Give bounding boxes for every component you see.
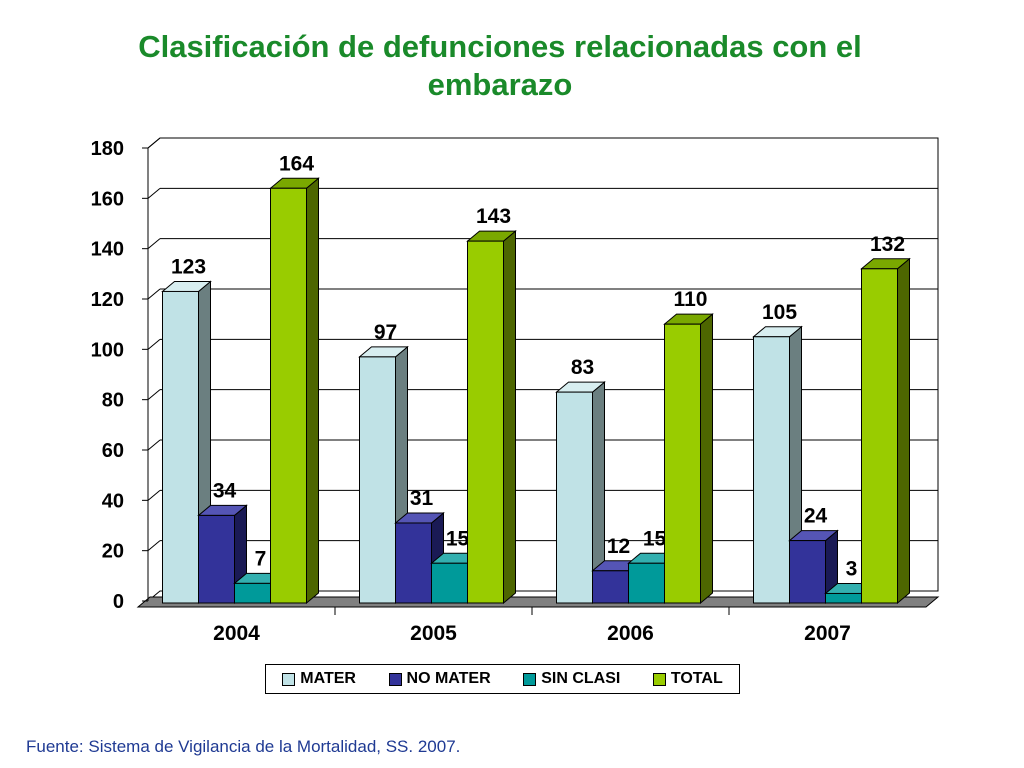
gridline-diagonal xyxy=(147,238,161,250)
gridline-diagonal xyxy=(147,288,161,300)
x-tick-label: 2005 xyxy=(410,622,457,645)
legend-swatch xyxy=(523,672,537,686)
data-label: 105 xyxy=(762,301,797,324)
data-label: 15 xyxy=(446,527,470,550)
bar xyxy=(789,540,826,604)
y-tick-label: 120 xyxy=(91,289,124,311)
bar xyxy=(359,356,396,604)
gridline-diagonal xyxy=(147,338,161,350)
legend: MATER NO MATER SIN CLASI TOTAL xyxy=(265,664,740,694)
data-label: 31 xyxy=(410,487,434,510)
data-label: 24 xyxy=(804,505,828,528)
bar xyxy=(628,562,665,604)
gridline-diagonal xyxy=(147,540,161,552)
bar xyxy=(664,323,701,604)
bar xyxy=(162,290,199,604)
data-label: 3 xyxy=(846,557,858,580)
bar xyxy=(395,522,432,604)
x-tick-label: 2006 xyxy=(607,622,654,645)
legend-swatch xyxy=(652,672,666,686)
data-label: 15 xyxy=(643,527,667,550)
bar-side xyxy=(503,230,516,605)
bar xyxy=(234,582,271,604)
source-note: Fuente: Sistema de Vigilancia de la Mort… xyxy=(26,737,461,756)
bar xyxy=(825,592,862,604)
y-tick-label: 160 xyxy=(91,188,124,210)
bar-side xyxy=(306,177,319,605)
bar xyxy=(270,187,307,604)
data-label: 123 xyxy=(171,255,206,278)
y-tick-label: 140 xyxy=(91,239,124,261)
legend-label: MATER xyxy=(300,670,356,687)
data-label: 7 xyxy=(255,547,267,570)
data-label: 132 xyxy=(870,233,905,256)
bar xyxy=(431,562,468,604)
chart-title-line-1: Clasificación de defunciones relacionada… xyxy=(138,29,862,64)
bar xyxy=(753,336,790,604)
y-tick-label: 100 xyxy=(91,339,124,361)
legend-item: SIN CLASI xyxy=(523,670,620,688)
legend-swatch xyxy=(282,672,296,686)
y-tick-label: 40 xyxy=(102,490,124,512)
gridline-diagonal xyxy=(147,489,161,501)
bar xyxy=(861,268,898,604)
chart-title-line-2: embarazo xyxy=(427,67,573,102)
y-tick-label: 180 xyxy=(91,138,124,160)
x-tick-label: 2004 xyxy=(213,622,260,645)
bar xyxy=(467,240,504,604)
data-label: 97 xyxy=(374,321,397,344)
y-tick-label: 80 xyxy=(102,390,124,412)
chart-title: Clasificación de defunciones relacionada… xyxy=(0,28,1000,104)
legend-item: TOTAL xyxy=(652,670,723,688)
data-label: 83 xyxy=(571,356,594,379)
gridline-diagonal xyxy=(147,187,161,199)
bar xyxy=(198,514,235,604)
gridline-diagonal xyxy=(147,137,161,149)
data-label: 164 xyxy=(279,152,314,175)
legend-label: NO MATER xyxy=(406,670,491,687)
legend-label: TOTAL xyxy=(670,670,723,687)
bar xyxy=(556,391,593,604)
legend-item: NO MATER xyxy=(388,670,491,688)
y-tick-label: 60 xyxy=(102,440,124,462)
data-label: 143 xyxy=(476,205,511,228)
y-tick-label: 20 xyxy=(102,541,124,563)
data-label: 110 xyxy=(674,288,708,311)
x-tick-label: 2007 xyxy=(804,622,851,645)
bar-side xyxy=(700,313,713,605)
legend-swatch xyxy=(388,672,402,686)
bar-side xyxy=(897,257,910,605)
y-tick-label: 0 xyxy=(113,591,124,613)
gridline-diagonal xyxy=(147,439,161,451)
bar xyxy=(592,570,629,604)
legend-label: SIN CLASI xyxy=(541,670,621,687)
data-label: 12 xyxy=(607,535,630,558)
legend-item: MATER xyxy=(282,670,356,688)
data-label: 34 xyxy=(213,479,237,502)
gridline-diagonal xyxy=(147,389,161,401)
